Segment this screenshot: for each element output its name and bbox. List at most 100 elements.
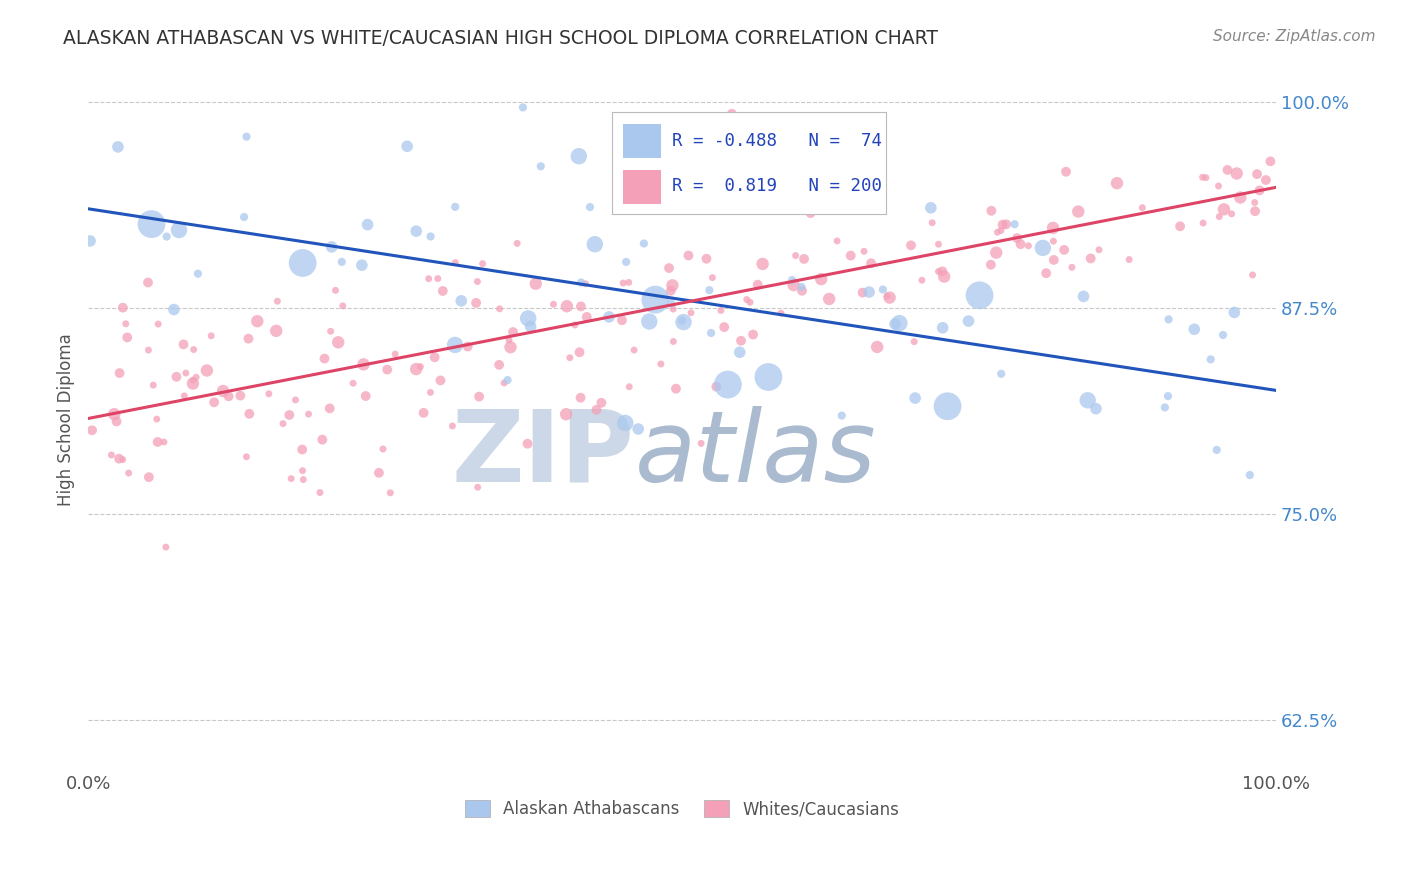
Point xyxy=(769,306,792,320)
Point xyxy=(936,399,959,413)
Point xyxy=(524,277,547,291)
Point xyxy=(218,389,240,403)
Point xyxy=(103,407,125,421)
Point xyxy=(118,466,141,480)
Point xyxy=(105,414,128,428)
Point xyxy=(330,255,353,269)
Point xyxy=(418,271,440,285)
Point xyxy=(747,277,769,292)
Point xyxy=(990,223,1012,237)
Point xyxy=(934,269,956,284)
Point xyxy=(721,107,744,121)
Point xyxy=(564,318,586,332)
Point xyxy=(889,316,911,330)
Point xyxy=(1241,268,1264,282)
Point xyxy=(502,325,524,339)
Point xyxy=(904,391,927,405)
Point xyxy=(575,310,598,324)
Point xyxy=(1223,305,1246,319)
Point xyxy=(614,416,637,430)
Point xyxy=(860,256,883,270)
Point xyxy=(980,258,1002,272)
Point xyxy=(506,236,529,251)
Point xyxy=(246,314,269,328)
Point xyxy=(717,377,740,392)
Point xyxy=(311,433,333,447)
Point xyxy=(156,229,179,244)
Point xyxy=(136,276,159,290)
Point xyxy=(266,294,288,309)
Point xyxy=(278,408,301,422)
Point xyxy=(264,324,287,338)
Point xyxy=(297,407,319,421)
Point xyxy=(145,412,167,426)
Point xyxy=(1157,389,1180,403)
Point xyxy=(662,301,685,316)
Point xyxy=(1153,401,1175,415)
FancyBboxPatch shape xyxy=(623,170,661,204)
Point xyxy=(818,292,841,306)
Point xyxy=(187,267,209,281)
Point xyxy=(111,301,134,315)
Point xyxy=(678,248,700,262)
Point xyxy=(1080,252,1102,266)
Point xyxy=(146,434,169,449)
Point xyxy=(1084,401,1107,416)
Point xyxy=(1004,217,1026,231)
Point xyxy=(879,291,901,305)
FancyBboxPatch shape xyxy=(623,124,661,158)
Point xyxy=(496,373,519,387)
Point xyxy=(1043,252,1066,267)
Point xyxy=(292,473,315,487)
Point xyxy=(138,470,160,484)
Point xyxy=(659,193,682,207)
Point xyxy=(614,255,637,269)
Point xyxy=(630,188,652,202)
Point xyxy=(735,293,758,307)
Point xyxy=(1229,190,1251,204)
Point xyxy=(1226,166,1249,180)
Point xyxy=(1017,239,1039,253)
Point xyxy=(1254,173,1277,187)
Point xyxy=(184,370,207,384)
Point xyxy=(574,277,596,291)
Point xyxy=(931,320,953,334)
Point xyxy=(519,319,541,334)
Point xyxy=(174,366,197,380)
Point xyxy=(920,201,942,215)
Point xyxy=(167,223,190,237)
Point xyxy=(405,362,427,376)
Point xyxy=(384,347,406,361)
Point xyxy=(342,376,364,391)
Point xyxy=(467,275,489,289)
Point xyxy=(498,333,520,347)
Point xyxy=(111,452,134,467)
Point xyxy=(1118,252,1140,267)
Point xyxy=(1053,243,1076,257)
Point xyxy=(853,244,876,259)
Point xyxy=(839,249,862,263)
Point xyxy=(328,335,350,350)
Point xyxy=(627,422,650,436)
Point xyxy=(291,442,314,457)
Point xyxy=(638,314,661,328)
Point xyxy=(884,317,907,331)
Point xyxy=(790,280,813,294)
Point xyxy=(114,317,136,331)
Point xyxy=(419,229,441,244)
Point xyxy=(444,338,467,352)
Text: ALASKAN ATHABASCAN VS WHITE/CAUCASIAN HIGH SCHOOL DIPLOMA CORRELATION CHART: ALASKAN ATHABASCAN VS WHITE/CAUCASIAN HI… xyxy=(63,29,938,47)
Point xyxy=(831,409,853,423)
Point xyxy=(108,366,131,380)
Point xyxy=(900,238,922,252)
Point xyxy=(166,369,188,384)
Point xyxy=(108,451,131,466)
Text: ZIP: ZIP xyxy=(451,406,634,503)
Point xyxy=(419,385,441,400)
Point xyxy=(380,485,402,500)
Point xyxy=(444,200,467,214)
Point xyxy=(235,129,257,144)
Point xyxy=(1243,195,1265,210)
Point xyxy=(173,337,195,351)
Point xyxy=(1191,170,1213,185)
